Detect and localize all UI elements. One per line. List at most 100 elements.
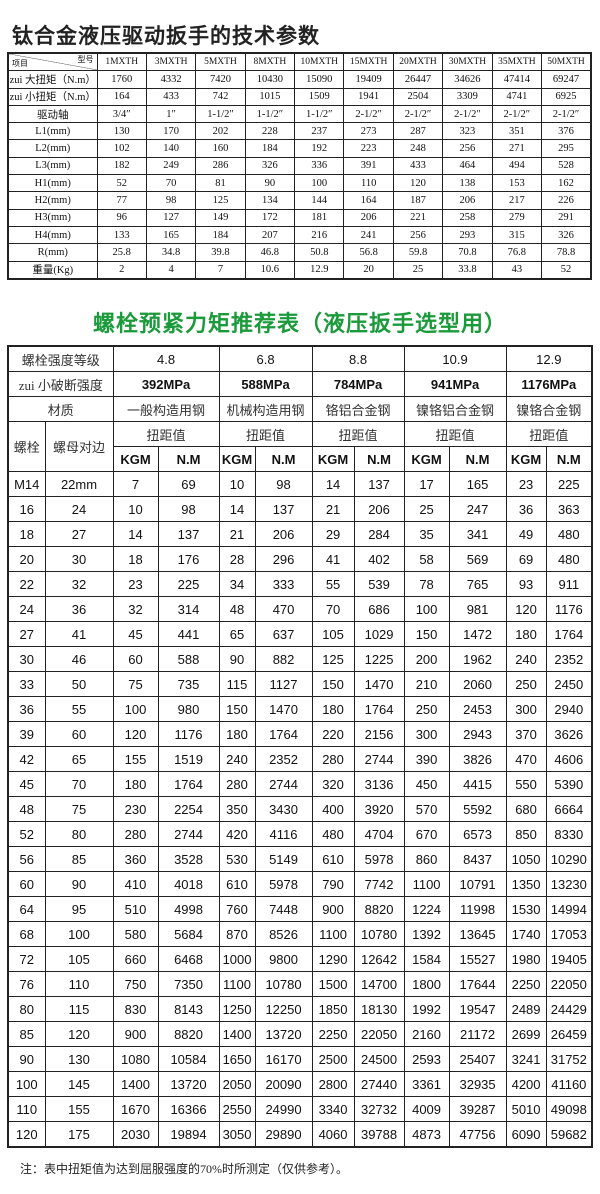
value-cell: 187 (392, 191, 444, 210)
torque-value-cell: 247 (448, 496, 507, 522)
spec-title: 钛合金液压驱动扳手的技术参数 (12, 24, 320, 48)
torque-value-cell: 200 (403, 646, 450, 672)
model-header-cell: 1MXTH (96, 52, 147, 72)
footnote: 注：表中扭矩值为达到屈服强度的70%时所测定（仅供参考）。 (20, 1162, 348, 1176)
torque-row: 27 41 45 441 65 637 105 1029 150 1472 180 1764 (7, 621, 593, 647)
nut-size-cell: 70 (44, 771, 114, 797)
torque-value-cell: 1992 (403, 996, 450, 1022)
value-cell: 528 (541, 156, 592, 176)
torque-value-cell: 341 (448, 521, 507, 547)
torque-row: 100 145 1400 13720 2050 20090 2800 27440 3361 329… (7, 1071, 593, 1097)
bolt-size-cell: 33 (7, 671, 46, 697)
row-label-cell: L1(mm) (7, 122, 98, 141)
value-cell: 162 (541, 174, 592, 193)
row-label-cell: 重量(Kg) (7, 260, 98, 280)
torque-value-cell: 610 (218, 871, 256, 897)
value-cell: 279 (491, 208, 543, 227)
nut-size-cell: 65 (44, 746, 114, 772)
torque-value-cell: 32732 (353, 1096, 405, 1122)
row-label-cell: R(mm) (7, 243, 98, 262)
torque-value-cell: 5390 (545, 771, 593, 797)
torque-value-cell: 1670 (112, 1096, 159, 1122)
value-cell: 742 (195, 87, 246, 106)
torque-value-cell: 8820 (157, 1021, 220, 1047)
value-cell: 102 (96, 139, 147, 158)
value-cell: 33.8 (442, 260, 493, 280)
torque-value-cell: 21 (218, 521, 256, 547)
torque-row: 56 85 360 3528 530 5149 610 5978 860 8437 1050 1029… (7, 846, 593, 872)
value-cell: 433 (145, 87, 197, 106)
torque-value-cell: 410 (112, 871, 159, 897)
torque-value-cell: 2593 (403, 1046, 450, 1072)
torque-label-row: 螺栓 螺母对边 扭距值 扭距值 扭距值 扭距值 扭距值 (7, 421, 593, 472)
torque-value-cell: 320 (311, 771, 355, 797)
torque-value-cell: 150 (218, 696, 256, 722)
spec-row: zui 小扭矩（N.m） 164 433 742 1015 1509 1941 2504 330… (7, 87, 592, 106)
model-header-cell: 15MXTH (343, 52, 394, 72)
torque-value-cell: 36 (505, 496, 547, 522)
torque-value-cell: 470 (254, 596, 313, 622)
torque-value-cell: 1470 (353, 671, 405, 697)
torque-value-cell: 900 (112, 1021, 159, 1047)
value-cell: 293 (442, 225, 493, 245)
unit-kgm-cell: KGM (505, 446, 547, 472)
torque-value-cell: 981 (448, 596, 507, 622)
torque-row: 120 175 2030 19894 3050 29890 4060 39788 4873 477… (7, 1121, 593, 1148)
value-cell: 172 (244, 208, 296, 227)
bolt-size-cell: 72 (7, 946, 46, 972)
torque-value-cell: 24500 (353, 1046, 405, 1072)
model-header-cell: 50MXTH (541, 52, 592, 72)
value-cell: 258 (442, 208, 493, 227)
bolt-header-cell: 螺栓 (7, 421, 46, 472)
bolt-size-cell: 64 (7, 896, 46, 922)
torque-value-cell: 3050 (218, 1121, 256, 1148)
torque-value-cell: 14700 (353, 971, 405, 997)
torque-value-cell: 2940 (545, 696, 593, 722)
bolt-size-cell: 90 (7, 1046, 46, 1072)
torque-value-cell: 3528 (157, 846, 220, 872)
grade-cell: 4.8 (112, 345, 220, 372)
torque-value-cell: 180 (505, 621, 547, 647)
torque-value-cell: 480 (545, 546, 593, 572)
bolt-size-cell: 42 (7, 746, 46, 772)
torque-value-cell: 765 (448, 571, 507, 597)
torque-row: 68 100 580 5684 870 8526 1100 10780 1392 13645 174… (7, 921, 593, 947)
torque-row: 18 27 14 137 21 206 29 284 35 341 49 480 (7, 521, 593, 547)
value-cell: 6925 (541, 87, 592, 106)
torque-value-cell: 240 (218, 746, 256, 772)
nut-size-cell: 105 (44, 946, 114, 972)
torque-value-cell: 5978 (254, 871, 313, 897)
value-cell: 25 (392, 260, 444, 280)
value-cell: 59.8 (392, 243, 444, 262)
torque-value-cell: 1176 (545, 596, 593, 622)
torque-value-cell: 19547 (448, 996, 507, 1022)
value-cell: 19409 (343, 70, 394, 89)
value-cell: 376 (541, 122, 592, 141)
bolt-size-cell: 52 (7, 821, 46, 847)
bolt-size-cell: 27 (7, 621, 46, 647)
bolt-size-cell: 100 (7, 1071, 46, 1097)
bolt-size-cell: M14 (7, 471, 46, 497)
torque-value-cell: 69 (505, 546, 547, 572)
value-cell: 228 (244, 122, 296, 141)
torque-value-cell: 20090 (254, 1071, 313, 1097)
unit-nm-cell: N.M (157, 446, 220, 472)
torque-value-cell: 637 (254, 621, 313, 647)
torque-value-cell: 530 (218, 846, 256, 872)
torque-value-cell: 19894 (157, 1121, 220, 1148)
torque-value-cell: 1080 (112, 1046, 159, 1072)
torque-value-cell: 1584 (403, 946, 450, 972)
model-header-cell: 10MXTH (294, 52, 345, 72)
torque-value-cell: 90 (218, 646, 256, 672)
value-cell: 138 (442, 174, 493, 193)
value-cell: 217 (491, 191, 543, 210)
torque-value-cell: 7742 (353, 871, 405, 897)
torque-value-cell: 3826 (448, 746, 507, 772)
torque-value-cell: 2450 (545, 671, 593, 697)
nut-size-cell: 120 (44, 1021, 114, 1047)
torque-value-cell: 735 (157, 671, 220, 697)
model-header-cell: 3MXTH (145, 52, 197, 72)
torque-value-cell: 100 (403, 596, 450, 622)
value-cell: 77 (96, 191, 147, 210)
torque-value-cell: 390 (403, 746, 450, 772)
